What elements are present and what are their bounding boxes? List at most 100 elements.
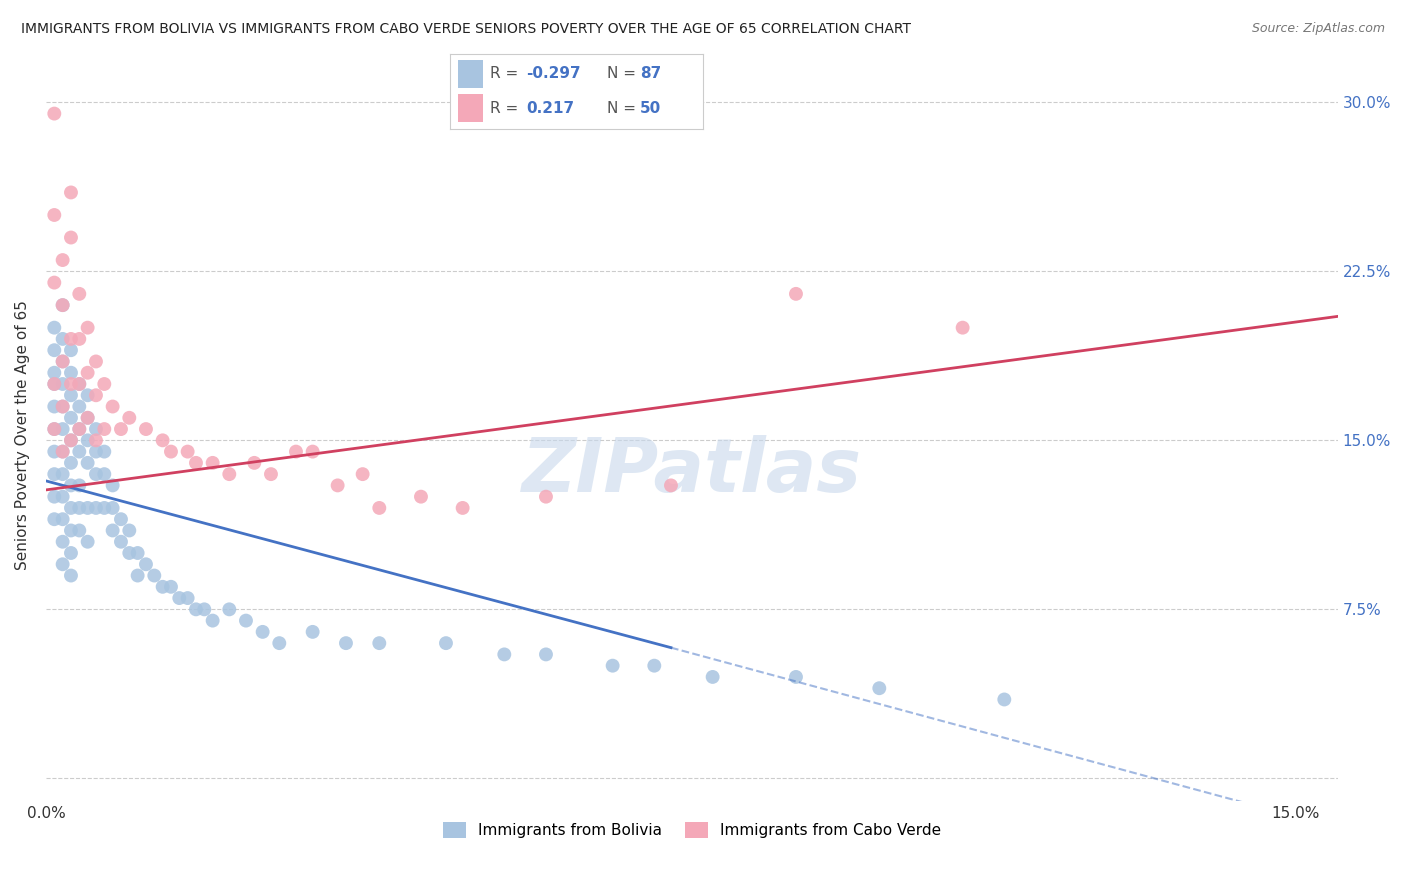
- Point: [451, 500, 474, 515]
- Point: [59, 434, 82, 448]
- Point: [184, 602, 207, 616]
- Bar: [457, 61, 482, 87]
- Point: [993, 692, 1015, 706]
- Point: [201, 456, 224, 470]
- Y-axis label: Seniors Poverty Over the Age of 65: Seniors Poverty Over the Age of 65: [15, 300, 30, 570]
- Point: [52, 354, 75, 368]
- Point: [67, 286, 90, 301]
- Point: [93, 444, 115, 458]
- Point: [127, 546, 149, 560]
- Point: [59, 186, 82, 200]
- Point: [59, 388, 82, 402]
- Point: [44, 366, 66, 380]
- Point: [52, 444, 75, 458]
- Point: [52, 444, 75, 458]
- Point: [59, 376, 82, 391]
- Point: [84, 467, 107, 482]
- Point: [76, 320, 98, 334]
- Point: [235, 614, 257, 628]
- Point: [59, 230, 82, 244]
- Point: [44, 512, 66, 526]
- Point: [110, 534, 132, 549]
- Point: [534, 490, 557, 504]
- Point: [659, 478, 682, 492]
- Text: IMMIGRANTS FROM BOLIVIA VS IMMIGRANTS FROM CABO VERDE SENIORS POVERTY OVER THE A: IMMIGRANTS FROM BOLIVIA VS IMMIGRANTS FR…: [21, 22, 911, 37]
- Point: [44, 444, 66, 458]
- Point: [169, 591, 191, 605]
- Point: [218, 602, 240, 616]
- Point: [135, 422, 157, 436]
- Point: [44, 467, 66, 482]
- Text: R =: R =: [491, 67, 523, 81]
- Point: [76, 500, 98, 515]
- Point: [44, 343, 66, 358]
- Point: [84, 422, 107, 436]
- Point: [326, 478, 349, 492]
- Point: [84, 500, 107, 515]
- Point: [67, 332, 90, 346]
- Point: [52, 467, 75, 482]
- Point: [101, 524, 124, 538]
- Point: [143, 568, 166, 582]
- Point: [44, 422, 66, 436]
- Point: [84, 354, 107, 368]
- Point: [52, 512, 75, 526]
- Point: [602, 658, 624, 673]
- Point: [409, 490, 432, 504]
- Text: N =: N =: [607, 101, 641, 116]
- Point: [101, 500, 124, 515]
- Text: N =: N =: [607, 67, 641, 81]
- Point: [52, 298, 75, 312]
- Point: [44, 376, 66, 391]
- Point: [335, 636, 357, 650]
- Point: [52, 534, 75, 549]
- Text: 50: 50: [640, 101, 661, 116]
- Point: [67, 376, 90, 391]
- Point: [67, 524, 90, 538]
- Point: [785, 286, 807, 301]
- Point: [52, 558, 75, 572]
- Point: [67, 376, 90, 391]
- Point: [44, 422, 66, 436]
- Point: [785, 670, 807, 684]
- Point: [76, 410, 98, 425]
- Point: [135, 558, 157, 572]
- Text: R =: R =: [491, 101, 523, 116]
- Point: [160, 580, 183, 594]
- Point: [59, 500, 82, 515]
- Point: [44, 400, 66, 414]
- Point: [52, 332, 75, 346]
- Point: [702, 670, 724, 684]
- Point: [59, 366, 82, 380]
- Point: [301, 624, 323, 639]
- Point: [368, 500, 391, 515]
- Point: [118, 410, 141, 425]
- Point: [368, 636, 391, 650]
- Point: [93, 467, 115, 482]
- Point: [252, 624, 274, 639]
- Point: [59, 524, 82, 538]
- Point: [52, 253, 75, 268]
- Point: [301, 444, 323, 458]
- Point: [59, 332, 82, 346]
- Point: [176, 444, 198, 458]
- Point: [76, 366, 98, 380]
- Point: [44, 490, 66, 504]
- Point: [59, 434, 82, 448]
- Point: [952, 320, 974, 334]
- Point: [152, 434, 174, 448]
- Point: [201, 614, 224, 628]
- Point: [868, 681, 890, 696]
- Point: [59, 568, 82, 582]
- Point: [110, 422, 132, 436]
- Text: 87: 87: [640, 67, 661, 81]
- Point: [285, 444, 308, 458]
- Point: [52, 376, 75, 391]
- Point: [44, 276, 66, 290]
- Point: [59, 478, 82, 492]
- Point: [534, 648, 557, 662]
- Point: [127, 568, 149, 582]
- Point: [76, 410, 98, 425]
- Point: [93, 376, 115, 391]
- Point: [494, 648, 516, 662]
